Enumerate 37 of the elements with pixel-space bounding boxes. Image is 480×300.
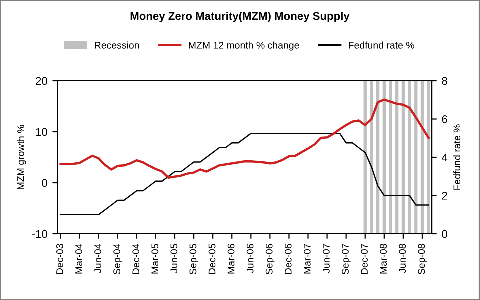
x-tick-label: Mar-06 — [228, 244, 235, 274]
x-tick-label: Mar-04 — [76, 244, 82, 274]
y2-axis-title: Fedfund rate % — [453, 124, 461, 190]
x-tick-label: Sep-06 — [266, 244, 275, 275]
y-tick-label: 20 — [36, 77, 48, 86]
y2-tick-label: 0 — [442, 230, 448, 238]
x-tick-label: Mar-08 — [380, 244, 388, 274]
y2-tick-label: 4 — [442, 154, 448, 162]
x-tick-label: Jun-07 — [323, 244, 330, 274]
x-tick-label: Dec-05 — [208, 244, 216, 274]
y2-tick-label: 6 — [442, 116, 448, 124]
x-tick-label: Dec-06 — [284, 244, 292, 274]
x-tick-label: Sep-08 — [418, 244, 428, 275]
y2-tick-label: 8 — [442, 77, 448, 86]
line-series — [60, 98, 430, 180]
x-tick-label: Sep-05 — [190, 244, 199, 275]
chart-title: Money Zero Maturity(MZM) Money Supply — [130, 12, 350, 22]
y-axis-title: MZM growth % — [17, 125, 26, 190]
x-tick-label: Sep-04 — [114, 244, 122, 275]
line-series — [60, 132, 430, 216]
y2-tick-label: 2 — [442, 192, 448, 200]
x-tick-label: Sep-07 — [342, 244, 351, 275]
x-tick-label: Jun-08 — [399, 244, 406, 274]
x-tick-label: Jun-06 — [246, 244, 254, 274]
y-tick-label: 10 — [36, 128, 48, 136]
x-tick-label: Mar-05 — [152, 244, 159, 274]
x-tick-label: Dec-03 — [56, 244, 64, 274]
legend-label: Fedfund rate % — [349, 42, 414, 49]
x-tick-label: Mar-07 — [304, 244, 311, 274]
y-tick-label: 0 — [42, 179, 48, 188]
x-tick-label: Jun-04 — [94, 244, 102, 274]
legend-label: MZM 12 month % change — [189, 42, 300, 51]
y-tick-label: -10 — [32, 230, 48, 238]
x-tick-label: Jun-05 — [170, 244, 178, 274]
legend-label: Recession — [95, 42, 140, 49]
x-tick-label: Dec-04 — [132, 244, 140, 274]
x-tick-label: Dec-07 — [361, 244, 368, 274]
